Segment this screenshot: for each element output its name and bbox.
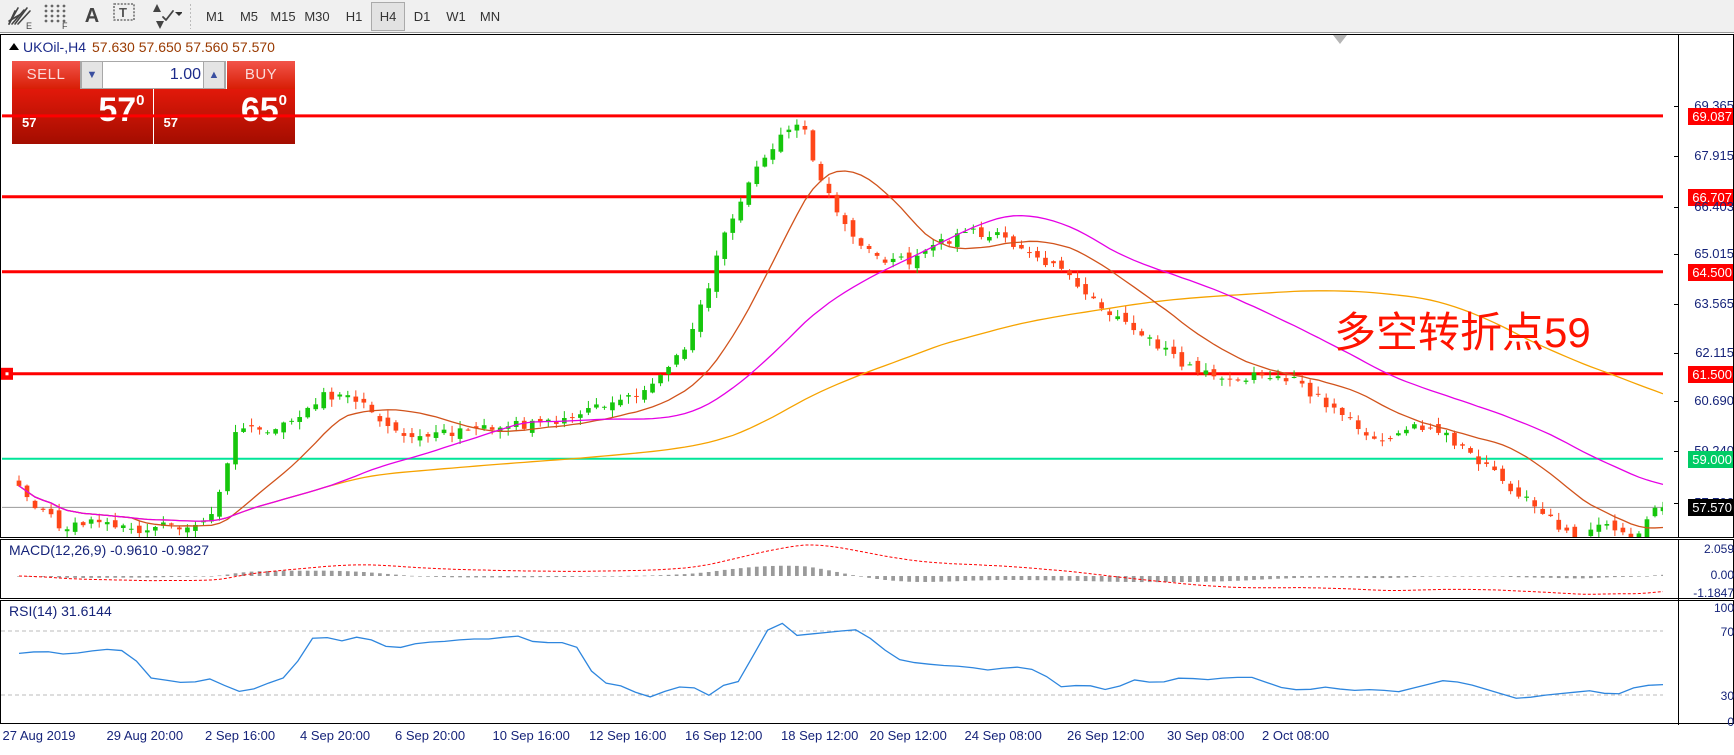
svg-text:T: T — [119, 5, 127, 20]
svg-text:F: F — [62, 21, 68, 31]
svg-text:E: E — [26, 21, 32, 31]
